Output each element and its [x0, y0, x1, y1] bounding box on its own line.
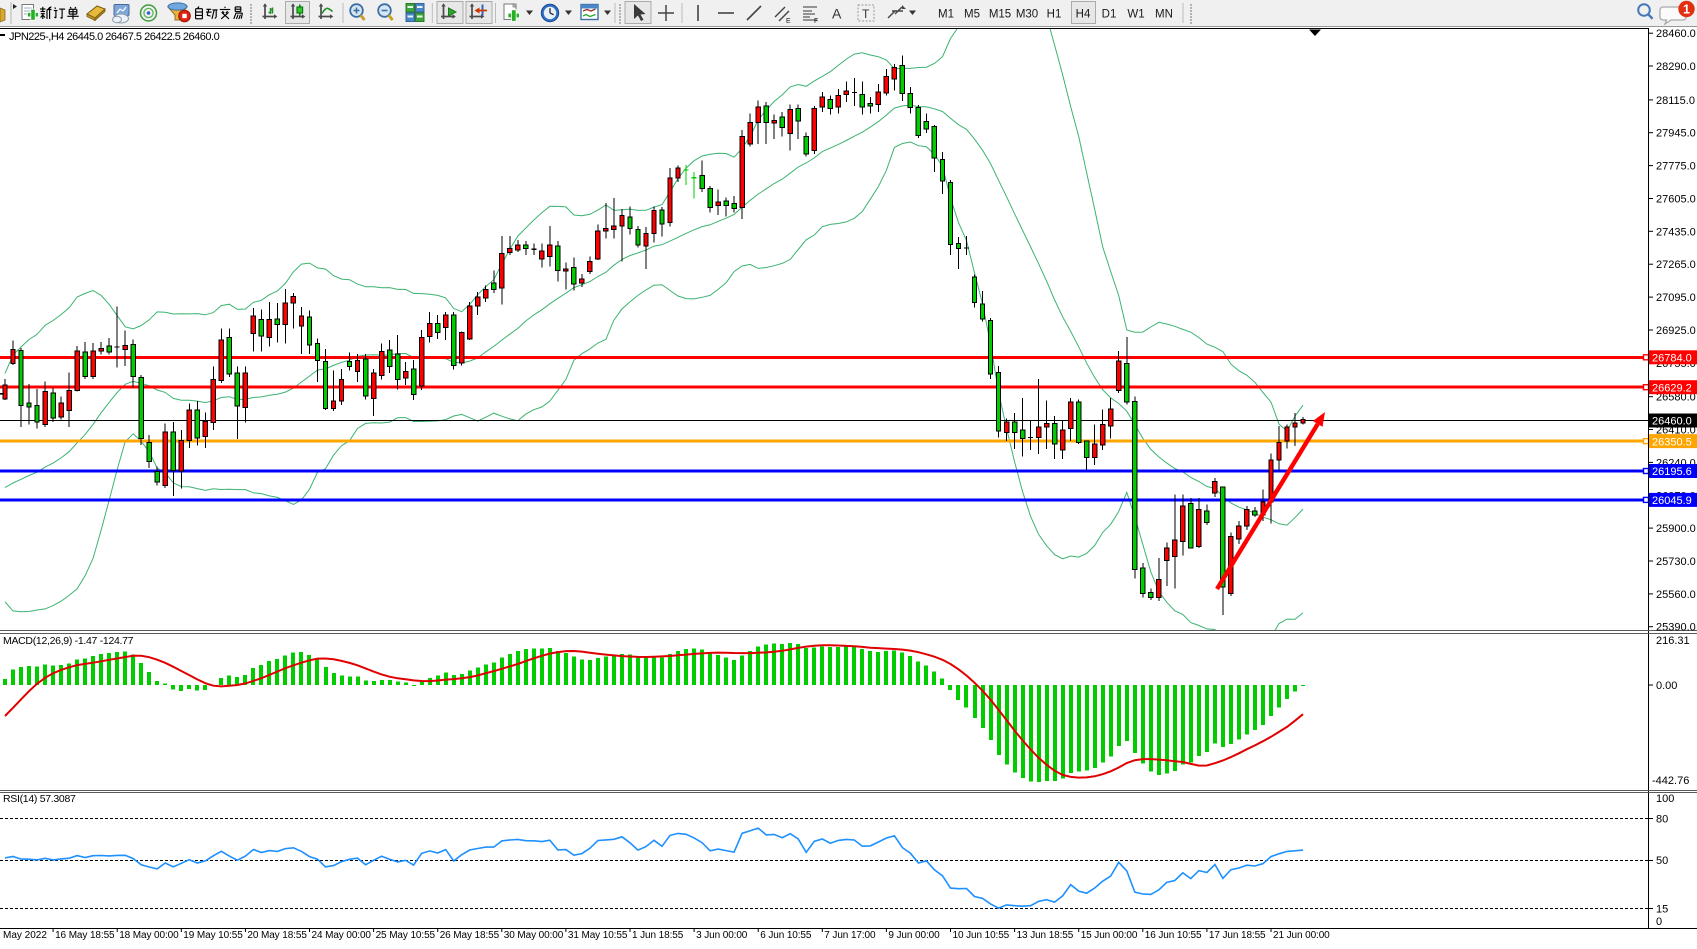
- svg-text:1: 1: [1683, 2, 1690, 16]
- svg-text:26629.2: 26629.2: [1652, 382, 1692, 394]
- svg-text:MACD(12,26,9) -1.47 -124.77: MACD(12,26,9) -1.47 -124.77: [3, 635, 134, 647]
- svg-text:16 May 18:55: 16 May 18:55: [55, 930, 115, 941]
- svg-text:28290.0: 28290.0: [1656, 61, 1696, 73]
- svg-text:26925.0: 26925.0: [1656, 325, 1696, 337]
- svg-text:0: 0: [1656, 916, 1662, 928]
- svg-text:M30: M30: [1016, 9, 1038, 21]
- svg-text:E: E: [786, 18, 791, 25]
- svg-text:MN: MN: [1155, 9, 1173, 21]
- svg-text:25560.0: 25560.0: [1656, 589, 1696, 601]
- svg-text:28460.0: 28460.0: [1656, 28, 1696, 40]
- svg-text:25 May 10:55: 25 May 10:55: [376, 930, 436, 941]
- svg-text:100: 100: [1656, 793, 1674, 805]
- svg-text:F: F: [814, 18, 818, 25]
- svg-text:26580.0: 26580.0: [1656, 392, 1696, 404]
- svg-text:27605.0: 27605.0: [1656, 194, 1696, 206]
- svg-text:H4: H4: [1076, 9, 1091, 21]
- svg-text:13 Jun 18:55: 13 Jun 18:55: [1017, 930, 1074, 941]
- svg-text:27265.0: 27265.0: [1656, 259, 1696, 271]
- svg-text:27775.0: 27775.0: [1656, 161, 1696, 173]
- svg-text:3 Jun 00:00: 3 Jun 00:00: [696, 930, 748, 941]
- svg-text:M5: M5: [964, 9, 980, 21]
- svg-text:1 Jun 18:55: 1 Jun 18:55: [632, 930, 684, 941]
- svg-text:26045.9: 26045.9: [1652, 495, 1692, 507]
- svg-text:27945.0: 27945.0: [1656, 128, 1696, 140]
- svg-text:-442.76: -442.76: [1652, 775, 1689, 787]
- svg-text:17 Jun 18:55: 17 Jun 18:55: [1209, 930, 1266, 941]
- svg-text:21 Jun 00:00: 21 Jun 00:00: [1273, 930, 1330, 941]
- svg-text:JPN225-,H4 26445.0 26467.5 26: JPN225-,H4 26445.0 26467.5 26422.5 26460…: [9, 31, 220, 43]
- svg-text:25900.0: 25900.0: [1656, 523, 1696, 535]
- svg-text:7 Jun 17:00: 7 Jun 17:00: [824, 930, 876, 941]
- svg-text:M1: M1: [938, 9, 954, 21]
- svg-text:15 Jun 00:00: 15 Jun 00:00: [1081, 930, 1138, 941]
- svg-text:27435.0: 27435.0: [1656, 226, 1696, 238]
- svg-text:25730.0: 25730.0: [1656, 556, 1696, 568]
- svg-text:H1: H1: [1047, 9, 1062, 21]
- svg-text:26350.5: 26350.5: [1652, 436, 1692, 448]
- svg-text:10 Jun 10:55: 10 Jun 10:55: [953, 930, 1010, 941]
- svg-text:May 2022: May 2022: [3, 930, 47, 941]
- svg-text:28115.0: 28115.0: [1656, 95, 1695, 107]
- svg-text:W1: W1: [1127, 9, 1144, 21]
- svg-text:0.00: 0.00: [1656, 680, 1677, 692]
- svg-text:50: 50: [1656, 855, 1668, 867]
- svg-text:9 Jun 00:00: 9 Jun 00:00: [888, 930, 940, 941]
- svg-text:RSI(14) 57.3087: RSI(14) 57.3087: [3, 793, 76, 805]
- svg-text:26195.6: 26195.6: [1652, 466, 1692, 478]
- svg-text:16 Jun 10:55: 16 Jun 10:55: [1145, 930, 1202, 941]
- svg-text:27095.0: 27095.0: [1656, 292, 1696, 304]
- svg-text:15: 15: [1656, 904, 1668, 916]
- svg-text:20 May 18:55: 20 May 18:55: [247, 930, 307, 941]
- svg-text:18 May 00:00: 18 May 00:00: [119, 930, 179, 941]
- svg-text:24 May 00:00: 24 May 00:00: [312, 930, 372, 941]
- svg-text:30 May 00:00: 30 May 00:00: [504, 930, 564, 941]
- svg-text:T: T: [862, 7, 870, 21]
- svg-text:D1: D1: [1102, 9, 1117, 21]
- svg-text:26 May 18:55: 26 May 18:55: [440, 930, 500, 941]
- svg-text:M15: M15: [989, 9, 1011, 21]
- svg-text:80: 80: [1656, 814, 1668, 826]
- svg-text:216.31: 216.31: [1656, 635, 1690, 647]
- svg-text:25390.0: 25390.0: [1656, 622, 1696, 634]
- svg-text:26460.0: 26460.0: [1652, 416, 1692, 428]
- svg-text:31 May 10:55: 31 May 10:55: [568, 930, 628, 941]
- svg-text:19 May 10:55: 19 May 10:55: [183, 930, 243, 941]
- svg-text:26784.0: 26784.0: [1652, 353, 1692, 365]
- svg-text:6 Jun 10:55: 6 Jun 10:55: [760, 930, 812, 941]
- svg-text:A: A: [832, 6, 842, 22]
